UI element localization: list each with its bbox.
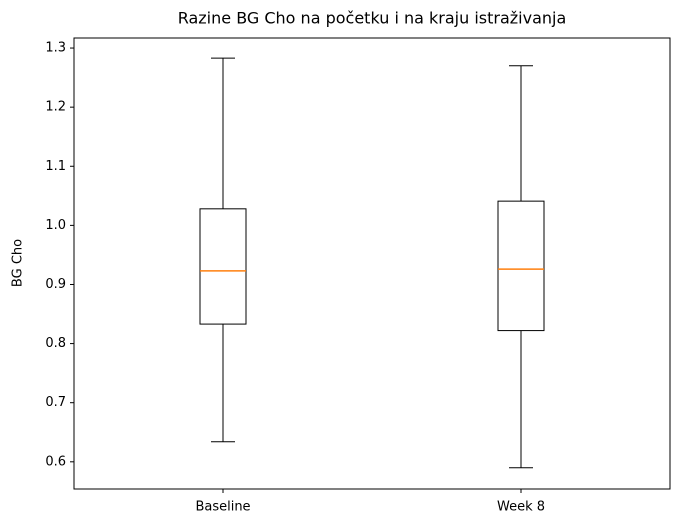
box [199,208,247,325]
box [497,200,545,332]
x-tick-label: Baseline [195,500,250,515]
y-tick-label: 0.8 [45,336,66,351]
y-tick-label: 1.3 [45,41,66,56]
chart-title: Razine BG Cho na početku i na kraju istr… [178,9,567,28]
y-tick-label: 0.7 [45,395,66,410]
y-tick-label: 0.6 [45,454,66,469]
x-tick-label: Week 8 [497,500,545,515]
plot-frame [73,37,671,490]
y-tick-label: 1.0 [45,218,66,233]
y-axis-label: BG Cho [11,239,26,287]
y-tick-label: 1.1 [45,159,66,174]
y-tick-label: 0.9 [45,277,66,292]
y-tick-label: 1.2 [45,100,66,115]
